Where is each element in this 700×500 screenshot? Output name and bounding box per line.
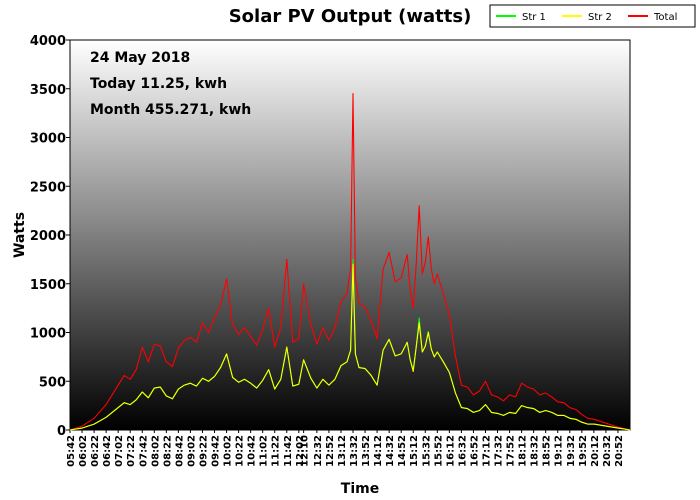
legend-label: Str 1 [522, 12, 546, 23]
x-tick-label: 07:02 [114, 435, 125, 467]
chart-title: Solar PV Output (watts) [229, 6, 472, 27]
x-axis-label: Time [341, 481, 379, 497]
x-tick-label: 07:22 [126, 435, 137, 467]
y-tick-label: 0 [57, 424, 66, 439]
y-tick-label: 2500 [30, 180, 66, 195]
x-tick-label: 06:02 [78, 435, 89, 467]
x-tick-label: 16:12 [445, 435, 456, 467]
x-tick-label: 10:02 [223, 435, 234, 467]
x-tick-label: 08:22 [162, 435, 173, 467]
x-tick-label: 09:02 [186, 435, 197, 467]
x-tick-label: 13:12 [337, 435, 348, 467]
y-tick-label: 1000 [30, 327, 66, 342]
x-tick-label: 06:42 [102, 435, 113, 467]
x-tick-label: 17:52 [506, 435, 517, 467]
x-tick-label: 12:10 [300, 435, 311, 467]
x-tick-label: 15:12 [409, 435, 420, 467]
x-tick-label: 12:32 [313, 435, 324, 467]
x-tick-label: 17:12 [481, 435, 492, 467]
x-tick-label: 14:12 [373, 435, 384, 467]
y-tick-label: 3500 [30, 83, 66, 98]
y-tick-label: 3000 [30, 132, 66, 147]
x-tick-label: 09:22 [198, 435, 209, 467]
x-tick-label: 20:12 [590, 435, 601, 467]
x-tick-label: 14:52 [397, 435, 408, 467]
y-axis-ticks: 0 500 1000 1500 2000 2500 3000 3500 4000 [30, 34, 70, 439]
x-tick-label: 08:02 [150, 435, 161, 467]
plot-area [69, 39, 631, 431]
x-tick-label: 06:22 [90, 435, 101, 467]
x-tick-label: 10:42 [247, 435, 258, 467]
x-tick-label: 16:32 [457, 435, 468, 467]
x-tick-label: 18:52 [542, 435, 553, 467]
x-tick-label: 15:32 [421, 435, 432, 467]
series-line-str-2 [69, 263, 631, 431]
x-tick-label: 19:52 [578, 435, 589, 467]
y-tick-label: 2000 [30, 229, 66, 244]
y-tick-label: 500 [39, 375, 66, 390]
x-tick-label: 13:32 [349, 435, 360, 467]
x-tick-label: 18:32 [530, 435, 541, 467]
x-tick-label: 11:22 [271, 435, 282, 467]
y-tick-label: 4000 [30, 34, 66, 49]
x-tick-label: 12:02 [295, 435, 306, 467]
x-tick-label: 12:52 [325, 435, 336, 467]
x-tick-label: 15:52 [433, 435, 444, 467]
x-axis-ticks: 05:42 06:02 06:22 06:42 07:02 07:22 07:42 08:02… [66, 430, 625, 467]
x-tick-label: 20:52 [614, 435, 625, 467]
x-tick-label: 16:52 [469, 435, 480, 467]
legend-label: Total [653, 12, 677, 23]
x-tick-label: 10:22 [235, 435, 246, 467]
x-tick-label: 19:12 [554, 435, 565, 467]
x-tick-label: 14:32 [385, 435, 396, 467]
x-tick-label: 18:12 [518, 435, 529, 467]
x-tick-label: 17:32 [494, 435, 505, 467]
y-tick-label: 1500 [30, 278, 66, 293]
legend: Str 1 Str 2 Total [489, 4, 696, 28]
series-layer [69, 93, 631, 431]
annotation-month: Month 455.271, kwh [90, 102, 251, 118]
x-tick-label: 09:42 [211, 435, 222, 467]
legend-box [489, 4, 696, 28]
legend-label: Str 2 [588, 12, 612, 23]
x-tick-label: 08:42 [174, 435, 185, 467]
annotation-date: 24 May 2018 [90, 50, 190, 66]
series-line-total [69, 93, 631, 431]
x-tick-label: 11:42 [283, 435, 294, 467]
x-tick-label: 07:42 [138, 435, 149, 467]
x-tick-label: 11:02 [259, 435, 270, 467]
x-tick-label: 20:32 [602, 435, 613, 467]
x-tick-label: 13:52 [361, 435, 372, 467]
annotation-today: Today 11.25, kwh [90, 76, 227, 92]
x-tick-label: 19:32 [566, 435, 577, 467]
x-tick-label: 05:42 [66, 435, 77, 467]
y-axis-label: Watts [12, 212, 28, 258]
